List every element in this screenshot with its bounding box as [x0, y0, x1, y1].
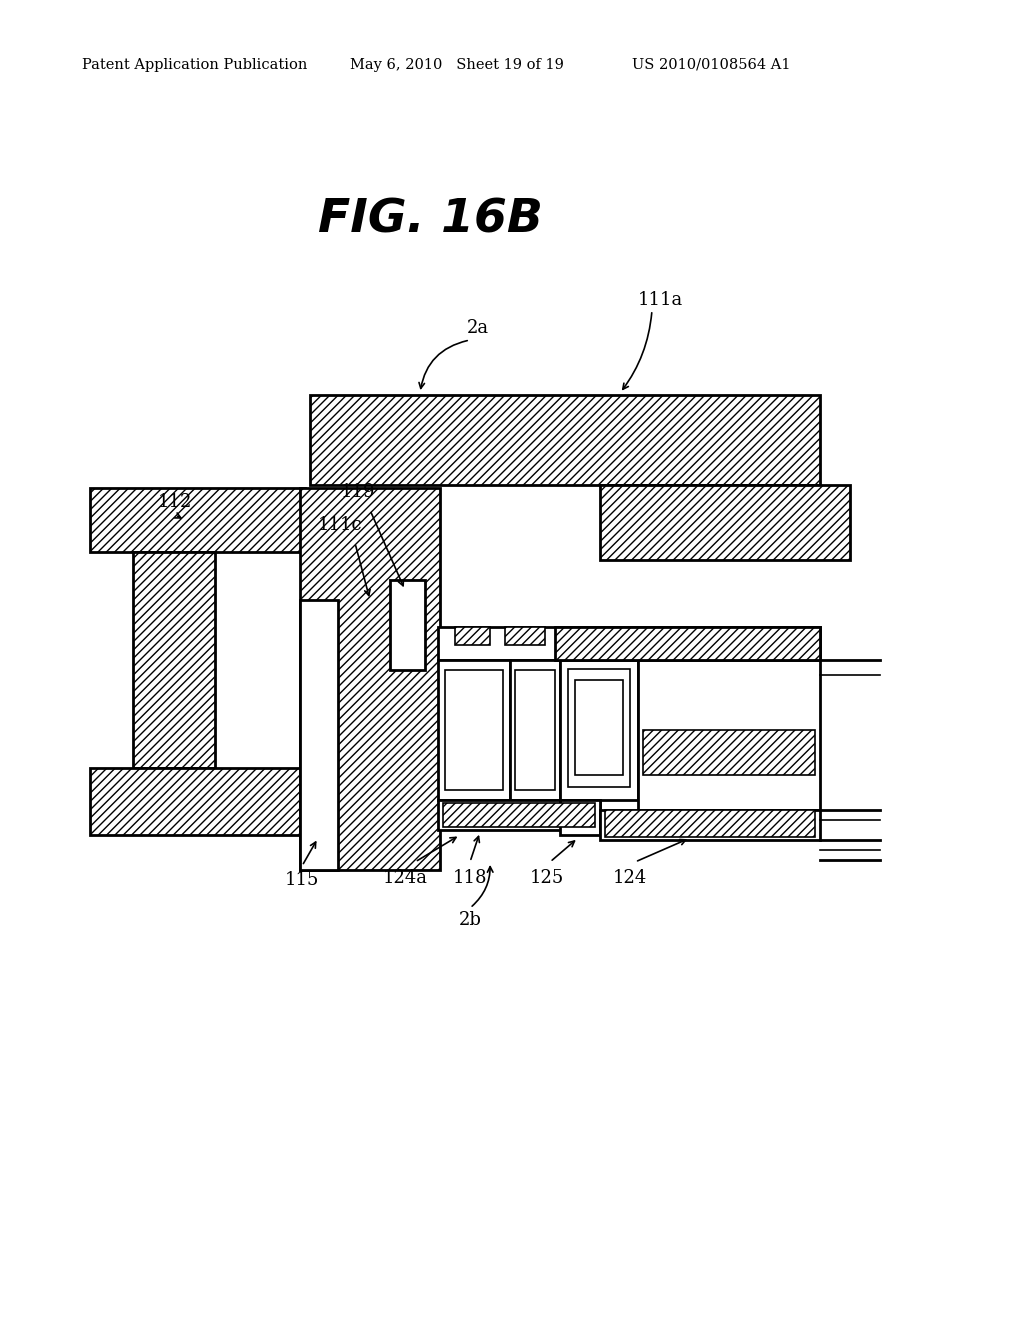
Bar — [510, 660, 560, 800]
Bar — [133, 552, 215, 768]
Bar — [438, 660, 510, 800]
Bar — [505, 627, 545, 645]
Bar — [455, 627, 490, 645]
Bar — [638, 660, 820, 810]
Text: 111a: 111a — [637, 290, 683, 309]
Bar — [390, 579, 425, 671]
Text: May 6, 2010   Sheet 19 of 19: May 6, 2010 Sheet 19 of 19 — [350, 58, 564, 73]
Text: Patent Application Publication: Patent Application Publication — [82, 58, 307, 73]
Text: 2b: 2b — [459, 911, 481, 929]
Text: 124: 124 — [613, 869, 647, 887]
Bar — [445, 671, 503, 789]
Bar — [300, 488, 440, 870]
Bar — [438, 627, 820, 660]
Text: 115: 115 — [285, 871, 319, 888]
Text: 119: 119 — [341, 483, 375, 502]
Text: 112: 112 — [158, 492, 193, 511]
Bar — [90, 488, 305, 552]
Text: 2a: 2a — [467, 319, 489, 337]
Bar — [600, 484, 850, 560]
Text: 125: 125 — [529, 869, 564, 887]
Bar — [560, 800, 600, 836]
Bar — [515, 671, 555, 789]
Bar — [555, 627, 820, 660]
Bar — [568, 669, 630, 787]
Bar — [310, 395, 820, 484]
Bar — [443, 803, 595, 828]
Bar — [560, 660, 638, 800]
Bar — [575, 680, 623, 775]
Bar — [90, 768, 305, 836]
Text: 111c: 111c — [317, 516, 362, 535]
Bar — [600, 810, 820, 840]
Text: US 2010/0108564 A1: US 2010/0108564 A1 — [632, 58, 791, 73]
Text: FIG. 16B: FIG. 16B — [317, 198, 543, 243]
Bar — [605, 810, 815, 837]
Text: 118: 118 — [453, 869, 487, 887]
Bar — [438, 800, 600, 830]
Bar — [300, 601, 338, 870]
Text: 124a: 124a — [383, 869, 427, 887]
Bar — [643, 730, 815, 775]
